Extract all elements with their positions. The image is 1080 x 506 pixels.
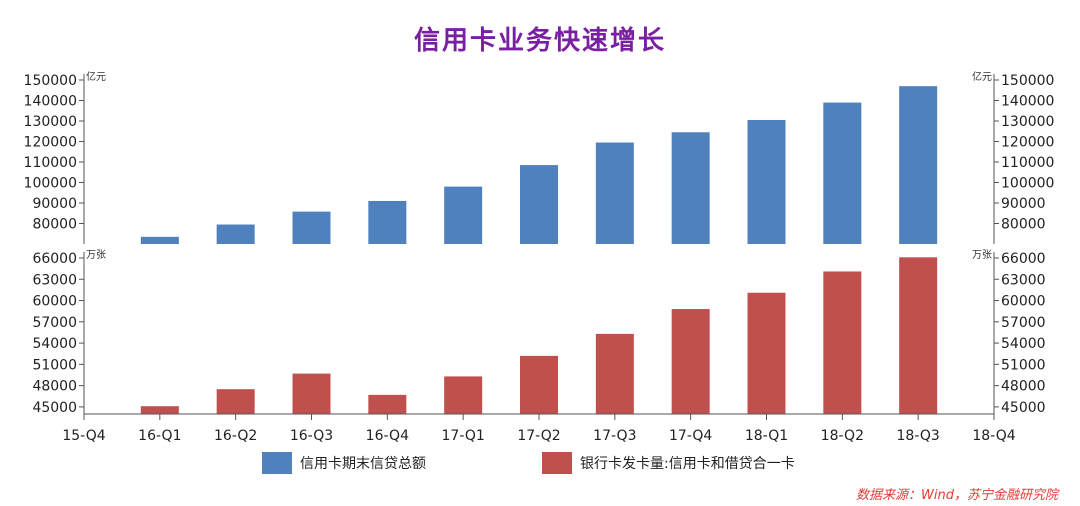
bar-card-issuance-17-Q1 — [444, 376, 483, 414]
bar-card-issuance-17-Q2 — [520, 355, 558, 414]
legend-item-credit-balance: 信用卡期末信贷总额 — [262, 452, 426, 474]
x-tick-label-15-Q4: 15-Q4 — [62, 428, 105, 444]
bar-card-issuance-17-Q3 — [595, 333, 634, 414]
x-tick-label-17-Q3: 17-Q3 — [593, 428, 636, 444]
left-tick-label-1-0: 45000 — [32, 400, 77, 416]
right-tick-label-0-1: 90000 — [1001, 196, 1046, 212]
x-tick-label-17-Q4: 17-Q4 — [669, 428, 712, 444]
left-tick-label-1-2: 51000 — [32, 357, 77, 373]
right-tick-label-0-6: 140000 — [1001, 94, 1054, 110]
left-tick-label-0-6: 140000 — [24, 94, 77, 110]
left-unit-label-0: 亿元 — [86, 70, 106, 83]
right-tick-label-1-5: 60000 — [1001, 294, 1046, 310]
x-tick-label-18-Q1: 18-Q1 — [745, 428, 788, 444]
bar-credit-balance-17-Q3 — [595, 142, 634, 244]
x-tick-label-17-Q1: 17-Q1 — [442, 428, 485, 444]
bar-credit-balance-18-Q3 — [899, 86, 938, 245]
left-tick-label-1-5: 60000 — [32, 294, 77, 310]
right-tick-label-0-3: 110000 — [1001, 155, 1054, 171]
right-tick-label-0-4: 120000 — [1001, 135, 1054, 151]
right-tick-label-0-0: 80000 — [1001, 217, 1046, 233]
right-tick-label-1-0: 45000 — [1001, 400, 1046, 416]
left-tick-label-0-4: 120000 — [24, 135, 77, 151]
x-tick-label-16-Q4: 16-Q4 — [366, 428, 409, 444]
legend-item-card-issuance: 银行卡发卡量:信用卡和借贷合一卡 — [542, 452, 795, 474]
right-tick-label-1-1: 48000 — [1001, 379, 1046, 395]
right-unit-label-0: 亿元 — [972, 70, 992, 83]
left-unit-label-1: 万张 — [86, 249, 106, 261]
right-tick-label-0-5: 130000 — [1001, 114, 1054, 130]
left-tick-label-0-2: 100000 — [24, 176, 77, 192]
bar-credit-balance-17-Q4 — [671, 132, 710, 244]
chart-title: 信用卡业务快速增长 — [413, 26, 666, 56]
bar-card-issuance-18-Q3 — [899, 257, 938, 414]
left-tick-label-0-0: 80000 — [32, 217, 77, 233]
bar-credit-balance-16-Q3 — [292, 211, 331, 244]
right-tick-label-1-7: 66000 — [1001, 251, 1046, 267]
bar-card-issuance-16-Q4 — [368, 394, 407, 414]
left-tick-label-0-5: 130000 — [24, 114, 77, 130]
left-tick-label-1-6: 63000 — [32, 272, 77, 288]
bar-card-issuance-16-Q3 — [292, 373, 331, 414]
left-tick-label-0-7: 150000 — [24, 73, 77, 89]
left-tick-label-1-7: 66000 — [32, 251, 77, 267]
x-tick-label-17-Q2: 17-Q2 — [517, 428, 560, 444]
left-tick-label-0-1: 90000 — [32, 196, 77, 212]
bar-card-issuance-17-Q4 — [671, 309, 710, 414]
right-tick-label-1-2: 51000 — [1001, 357, 1046, 373]
right-tick-label-0-7: 150000 — [1001, 73, 1054, 89]
legend-label-credit-balance: 信用卡期末信贷总额 — [300, 456, 426, 472]
x-tick-label-16-Q1: 16-Q1 — [138, 428, 181, 444]
left-tick-label-0-3: 110000 — [24, 155, 77, 171]
x-tick-label-18-Q4: 18-Q4 — [972, 428, 1015, 444]
legend-swatch-blue — [262, 452, 292, 474]
bar-credit-balance-18-Q2 — [823, 102, 862, 244]
left-tick-label-1-3: 54000 — [32, 336, 77, 352]
x-tick-label-18-Q3: 18-Q3 — [897, 428, 940, 444]
right-tick-label-1-3: 54000 — [1001, 336, 1046, 352]
bar-credit-balance-16-Q1 — [140, 236, 179, 244]
right-unit-label-1: 万张 — [972, 249, 992, 261]
legend-label-card-issuance: 银行卡发卡量:信用卡和借贷合一卡 — [580, 456, 795, 472]
bar-credit-balance-16-Q2 — [216, 224, 255, 244]
bar-card-issuance-18-Q1 — [747, 292, 786, 414]
right-tick-label-0-2: 100000 — [1001, 176, 1054, 192]
x-tick-label-18-Q2: 18-Q2 — [821, 428, 864, 444]
bar-credit-balance-16-Q4 — [368, 200, 407, 244]
bar-card-issuance-16-Q1 — [140, 406, 179, 414]
right-tick-label-1-6: 63000 — [1001, 272, 1046, 288]
x-tick-label-16-Q3: 16-Q3 — [290, 428, 333, 444]
legend-swatch-red — [542, 452, 572, 474]
bar-card-issuance-16-Q2 — [216, 389, 255, 414]
bar-card-issuance-18-Q2 — [823, 271, 862, 414]
data-source-note: 数据来源：Wind，苏宁金融研究院 — [856, 488, 1058, 503]
right-tick-label-1-4: 57000 — [1001, 315, 1046, 331]
x-tick-label-16-Q2: 16-Q2 — [214, 428, 257, 444]
left-tick-label-1-1: 48000 — [32, 379, 77, 395]
bar-credit-balance-17-Q2 — [520, 165, 558, 244]
bar-credit-balance-18-Q1 — [747, 119, 786, 244]
left-tick-label-1-4: 57000 — [32, 315, 77, 331]
bar-credit-balance-17-Q1 — [444, 186, 483, 244]
